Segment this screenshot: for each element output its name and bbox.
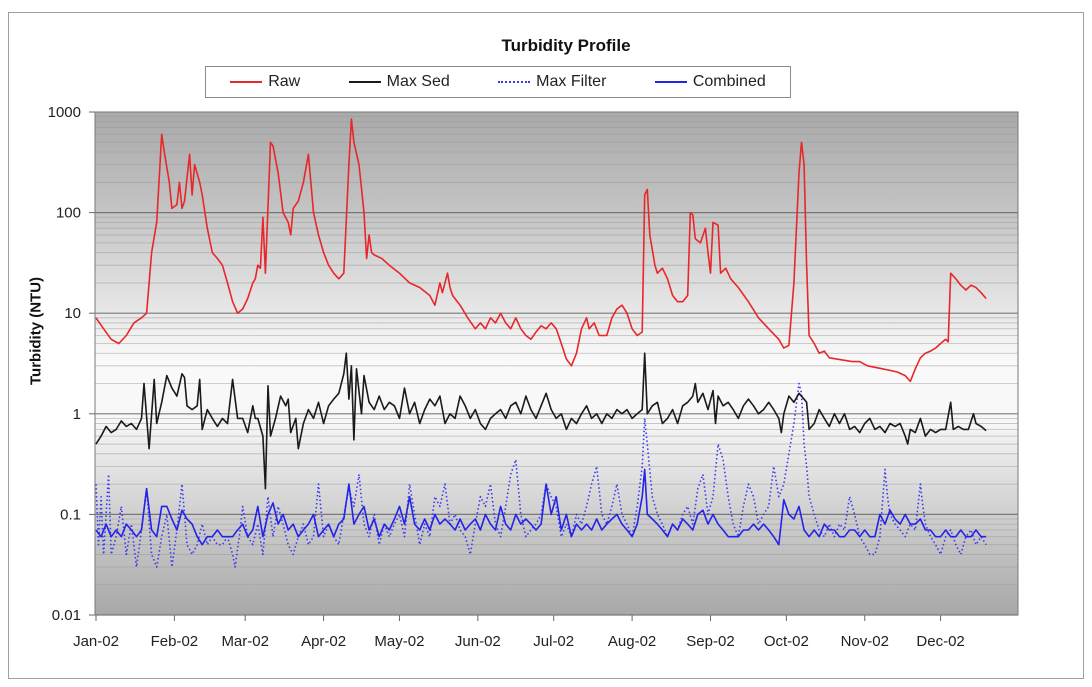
y-tick-label: 10 [64,305,81,322]
x-tick-label: Feb-02 [151,633,199,650]
x-tick-label: Apr-02 [301,633,346,650]
x-tick-label: Nov-02 [841,633,889,650]
x-tick-label: Mar-02 [221,633,269,650]
y-tick-label: 0.1 [60,506,81,523]
plot-area [94,111,1019,616]
series-combined [95,468,987,546]
x-tick-label: Jan-02 [73,633,119,650]
y-tick-label: 1 [73,406,81,423]
legend-item-raw: Raw [230,73,300,91]
x-tick-label: Oct-02 [764,633,809,650]
series-max-filter [95,382,987,568]
y-tick-label: 100 [56,205,81,222]
x-axis: Jan-02 Feb-02 Mar-02 Apr-02 May-02 Jun-02 Jul-… [73,615,965,650]
legend-swatch-max-sed [348,81,381,83]
legend-item-combined: Combined [654,73,766,91]
legend-label: Raw [268,73,301,90]
legend-label: Max Sed [386,73,450,90]
chart-title: Turbidity Profile [501,36,631,55]
y-tick-label: 0.01 [52,607,81,624]
gridlines [95,116,1018,616]
legend-item-max-filter: Max Filter [498,73,606,91]
legend-swatch-raw [230,81,263,83]
legend-label: Combined [692,73,766,90]
legend-item-max-sed: Max Sed [348,73,450,91]
legend-swatch-combined [654,81,687,83]
x-tick-label: Aug-02 [608,633,656,650]
series-layer [95,118,987,568]
x-tick-label: May-02 [374,633,424,650]
x-tick-label: Sep-02 [686,633,734,650]
legend-swatch-max-filter [498,81,531,83]
x-tick-label: Dec-02 [916,633,964,650]
series-max-sed [95,352,987,490]
y-tick-label: 1000 [48,104,81,121]
chart-legend: Raw Max Sed Max Filter Combined [205,66,791,98]
series-raw [95,118,987,383]
x-tick-label: Jun-02 [455,633,501,650]
y-axis: 1000 100 10 1 0.1 0.01 [48,104,95,624]
legend-label: Max Filter [536,73,607,90]
plot-border [94,111,1019,616]
x-tick-label: Jul-02 [533,633,574,650]
